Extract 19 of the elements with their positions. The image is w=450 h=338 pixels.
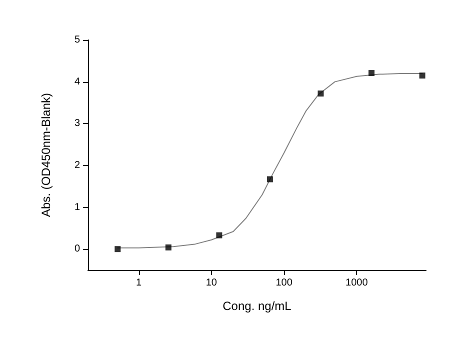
y-axis-title: Abs. (OD450nm-Blank) [39, 92, 53, 218]
point [266, 176, 273, 182]
point [114, 246, 121, 252]
y-tick-label: 1 [74, 202, 80, 213]
y-tick-label: 0 [74, 244, 80, 255]
y-tick-label: 4 [74, 76, 80, 88]
x-tick-label: 100 [276, 278, 293, 288]
x-tick-label: 10 [206, 278, 218, 288]
point [165, 244, 172, 250]
y-tick-label: 3 [74, 118, 80, 130]
point [318, 90, 324, 97]
point [216, 232, 222, 238]
point [419, 72, 426, 79]
y-tick-label: 2 [74, 160, 80, 171]
x-tick-label: 1 [136, 278, 142, 288]
y-tick-label: 5 [74, 34, 80, 46]
x-tick-label: 1000 [346, 278, 368, 288]
x-axis-title: Cong. ng/mL [222, 299, 292, 313]
point [368, 70, 375, 76]
